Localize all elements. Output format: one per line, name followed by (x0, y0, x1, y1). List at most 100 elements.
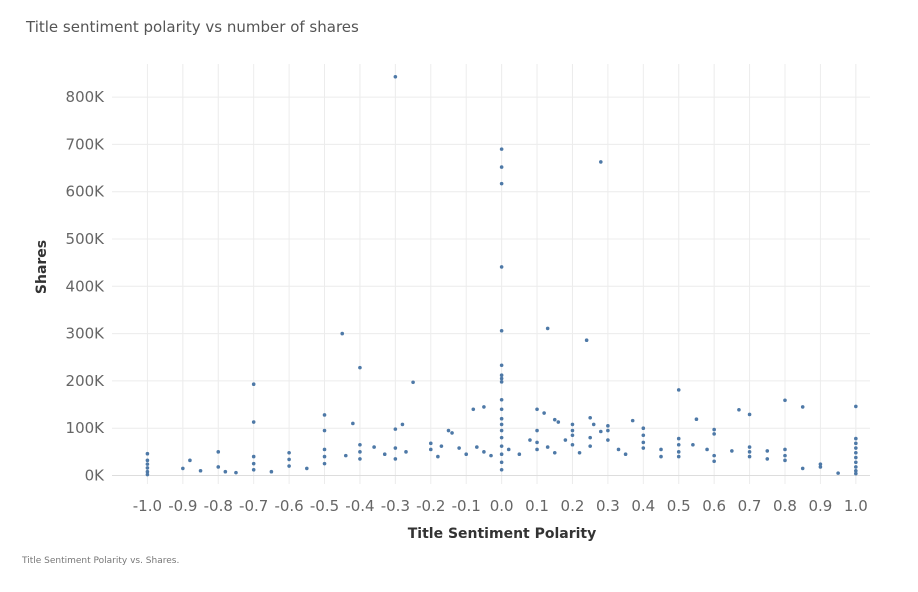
data-point (630, 418, 635, 423)
x-tick-label: -0.8 (204, 497, 233, 515)
data-point (322, 461, 327, 466)
data-point (570, 428, 575, 433)
data-point (400, 422, 405, 427)
y-tick-label: 500K (66, 230, 106, 248)
data-point (606, 428, 610, 433)
data-point (783, 453, 787, 458)
data-point (599, 429, 603, 434)
x-tick-label: -0.5 (310, 497, 339, 515)
data-point (499, 468, 504, 472)
data-point (854, 404, 858, 409)
x-tick-label: -0.3 (381, 497, 410, 515)
data-point (588, 435, 592, 440)
data-point (747, 454, 752, 459)
data-point (457, 446, 461, 450)
data-point (287, 450, 291, 455)
data-point (475, 445, 479, 449)
data-point (145, 462, 150, 466)
data-point (216, 465, 221, 469)
data-point (251, 454, 256, 459)
data-point (499, 165, 504, 169)
data-point (563, 438, 568, 442)
data-point (712, 453, 716, 458)
data-point (712, 427, 716, 432)
data-point (623, 452, 628, 457)
data-point (747, 445, 752, 449)
data-point (854, 441, 858, 446)
chart-caption: Title Sentiment Polarity vs. Shares. (22, 556, 180, 566)
data-point (404, 450, 408, 454)
data-point (305, 466, 309, 471)
data-point (535, 407, 539, 412)
x-tick-label: -0.2 (416, 497, 445, 515)
y-tick-label: 600K (66, 183, 106, 201)
data-point (765, 449, 770, 453)
chart-title: Title sentiment polarity vs number of sh… (26, 18, 359, 36)
data-point (499, 407, 504, 412)
x-tick-label: 0.6 (702, 497, 726, 515)
data-point (712, 459, 716, 464)
data-point (499, 376, 504, 381)
data-point (676, 450, 681, 454)
data-point (535, 440, 539, 445)
data-point (464, 452, 469, 457)
data-point (737, 407, 741, 412)
data-point (854, 460, 858, 465)
data-point (499, 452, 504, 457)
data-point (588, 444, 592, 448)
x-tick-label: 0.0 (490, 497, 514, 515)
data-point (499, 460, 504, 465)
data-point (499, 416, 504, 421)
data-point (712, 432, 716, 436)
data-point (358, 457, 362, 461)
data-point (854, 436, 858, 441)
data-point (145, 458, 150, 463)
data-point (499, 265, 504, 269)
grid (112, 64, 870, 484)
data-point (446, 428, 451, 433)
data-point (545, 445, 550, 449)
data-point (411, 380, 415, 385)
data-point (216, 450, 221, 454)
data-point (198, 468, 203, 473)
y-tick-label: 0K (85, 466, 106, 484)
data-point (606, 438, 610, 442)
data-point (641, 440, 646, 445)
data-point (358, 450, 362, 454)
data-point (499, 444, 504, 448)
data-point (393, 74, 398, 79)
data-point (818, 462, 823, 466)
data-point (528, 438, 532, 442)
data-point (499, 181, 504, 186)
data-point (322, 413, 327, 417)
data-point (287, 457, 291, 462)
data-point (641, 446, 646, 450)
x-tick-label: 0.1 (525, 497, 549, 515)
x-tick-label: 0.9 (808, 497, 832, 515)
data-point (506, 447, 511, 452)
data-point (552, 450, 557, 455)
data-point (616, 447, 621, 452)
data-point (322, 454, 327, 459)
x-tick-label: -1.0 (133, 497, 162, 515)
data-point (251, 420, 256, 424)
data-point (343, 453, 348, 458)
y-tick-label: 800K (66, 88, 106, 106)
data-point (783, 398, 787, 403)
data-point (428, 441, 433, 446)
data-point (556, 420, 561, 424)
data-point (471, 407, 476, 412)
data-point (836, 471, 840, 475)
x-tick-label: 0.8 (773, 497, 797, 515)
y-tick-label: 400K (66, 277, 106, 295)
data-point (145, 451, 150, 456)
data-points (145, 74, 858, 477)
data-point (499, 363, 504, 368)
data-point (223, 469, 228, 474)
data-point (800, 466, 805, 471)
data-point (676, 454, 681, 459)
x-tick-label: 0.7 (738, 497, 762, 515)
data-point (358, 365, 362, 370)
y-axis-title: Shares (34, 240, 50, 294)
